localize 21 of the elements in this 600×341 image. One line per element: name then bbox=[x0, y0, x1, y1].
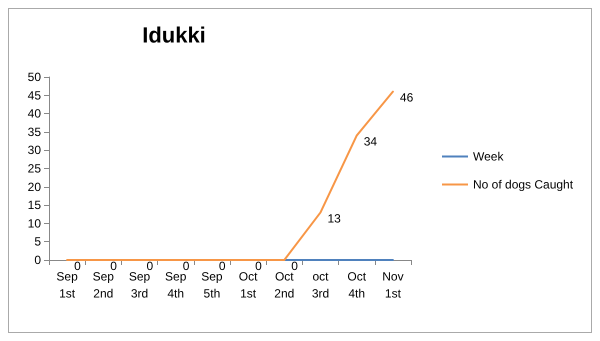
chart-title: Idukki bbox=[142, 22, 206, 48]
y-tick-label: 0 bbox=[34, 253, 42, 267]
line-series bbox=[66, 90, 394, 261]
y-tick-label: 20 bbox=[28, 180, 42, 194]
y-tick-label: 5 bbox=[34, 234, 42, 249]
x-tick-label: Oct 4th bbox=[347, 270, 367, 300]
data-label: 46 bbox=[400, 90, 414, 105]
y-tick-label: 45 bbox=[28, 88, 42, 102]
y-tick-label: 30 bbox=[28, 143, 42, 158]
x-tick-label: Nov 1st bbox=[382, 270, 404, 300]
y-tick-label: 50 bbox=[28, 70, 42, 84]
legend-label: No of dogs Caught bbox=[473, 178, 574, 192]
data-label: 13 bbox=[328, 211, 342, 226]
legend-label: Week bbox=[473, 150, 504, 164]
y-tick-label: 35 bbox=[28, 124, 42, 139]
data-label: 34 bbox=[364, 134, 378, 149]
x-tick-label: oct 3rd bbox=[312, 270, 330, 300]
y-tick-label: 10 bbox=[28, 216, 42, 230]
y-tick-label: 40 bbox=[28, 106, 42, 121]
y-tick-label: 15 bbox=[28, 198, 42, 212]
y-tick-label: 25 bbox=[28, 162, 42, 176]
